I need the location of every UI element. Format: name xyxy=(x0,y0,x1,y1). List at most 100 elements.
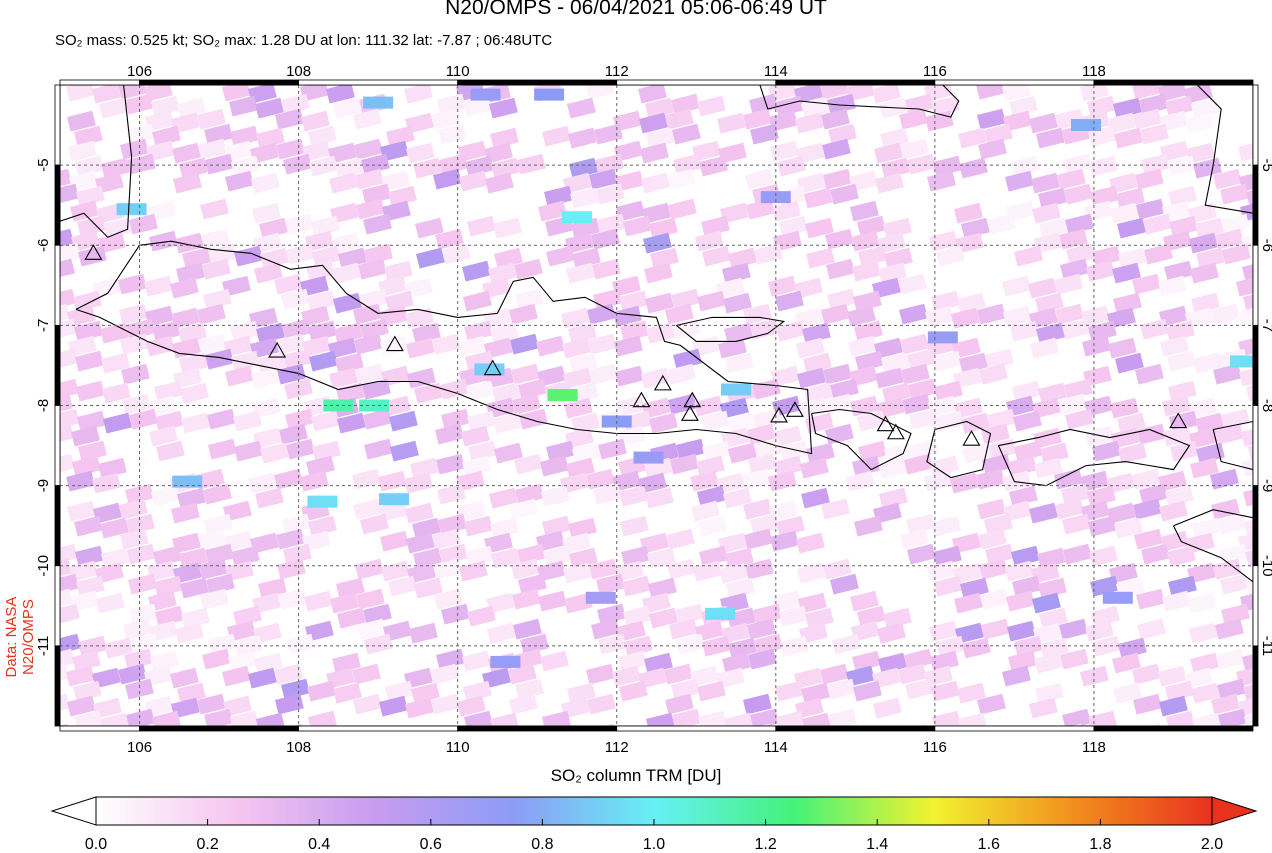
so2-pixel xyxy=(871,667,901,689)
colorbar-tick-label: 0.0 xyxy=(85,836,107,853)
so2-pixel xyxy=(909,408,938,430)
so2-pixel xyxy=(1215,648,1245,670)
so2-pixel xyxy=(71,425,100,447)
so2-pixel xyxy=(1135,168,1164,190)
so2-pixel xyxy=(561,697,590,719)
so2-pixel xyxy=(1133,528,1163,550)
so2-pixel xyxy=(305,230,334,252)
so2-pixel xyxy=(849,365,878,387)
so2-pixel xyxy=(93,502,122,524)
so2-pixel xyxy=(619,290,648,312)
so2-pixel xyxy=(282,513,311,535)
so2-pixel xyxy=(899,108,928,130)
so2-pixel xyxy=(60,423,74,445)
so2-pixel xyxy=(770,140,799,162)
so2-pixel xyxy=(545,440,575,462)
so2-pixel xyxy=(774,290,804,312)
so2-pixel xyxy=(234,440,263,462)
so2-pixel xyxy=(611,470,641,492)
so2-pixel xyxy=(205,153,234,175)
so2-pixel xyxy=(1055,303,1084,325)
so2-pixel xyxy=(1060,258,1089,280)
so2-pixel xyxy=(670,453,699,475)
so2-pixel xyxy=(564,397,593,419)
so2-pixel xyxy=(1012,380,1041,402)
so2-pixel xyxy=(614,335,643,357)
so2-pixel xyxy=(800,457,829,479)
colorbar-over-arrow xyxy=(1211,796,1258,826)
so2-pixel xyxy=(456,500,486,522)
so2-pixel xyxy=(197,108,226,130)
so2-highlight-pixel xyxy=(585,591,616,604)
so2-pixel xyxy=(720,202,749,224)
so2-pixel xyxy=(1031,172,1060,194)
so2-pixel xyxy=(456,695,486,717)
so2-pixel xyxy=(592,258,621,280)
so2-pixel xyxy=(935,245,965,267)
so2-pixel xyxy=(1267,428,1272,449)
so2-pixel xyxy=(744,168,774,190)
so2-pixel xyxy=(641,367,670,389)
so2-pixel xyxy=(619,680,648,702)
so2-pixel xyxy=(180,382,209,404)
volcano-marker xyxy=(653,374,672,391)
so2-pixel xyxy=(1221,603,1250,625)
colorbar-tick-label: 0.6 xyxy=(420,836,442,853)
so2-pixel xyxy=(752,378,781,400)
so2-pixel xyxy=(767,85,797,102)
so2-pixel xyxy=(77,440,107,462)
so2-pixel xyxy=(1039,217,1068,239)
so2-pixel xyxy=(67,305,96,327)
so2-pixel xyxy=(950,472,979,494)
so2-pixel xyxy=(1222,243,1251,265)
so2-pixel xyxy=(1211,693,1240,715)
so2-pixel xyxy=(458,140,487,162)
bali-coastline xyxy=(811,408,912,471)
so2-pixel xyxy=(716,277,745,299)
so2-pixel xyxy=(247,472,277,494)
so2-pixel xyxy=(1263,113,1272,134)
so2-highlight-pixel xyxy=(705,607,736,620)
so2-pixel xyxy=(1089,155,1118,177)
so2-pixel xyxy=(102,382,131,404)
so2-pixel xyxy=(1003,305,1032,327)
so2-pixel xyxy=(1132,273,1161,295)
so2-pixel xyxy=(1211,498,1240,520)
so2-pixel xyxy=(827,93,856,115)
x-tick-label-bottom: 106 xyxy=(127,739,152,756)
so2-pixel xyxy=(278,588,307,610)
so2-pixel xyxy=(208,633,237,655)
so2-pixel xyxy=(1244,710,1253,726)
y-tick-label-right: -10 xyxy=(1259,555,1272,577)
so2-pixel xyxy=(824,393,853,415)
so2-pixel xyxy=(612,110,642,132)
so2-pixel xyxy=(637,85,667,104)
so2-pixel xyxy=(623,605,652,627)
y-tick-label-right: -11 xyxy=(1259,636,1272,657)
so2-pixel xyxy=(329,172,358,194)
so2-pixel xyxy=(802,352,832,374)
so2-pixel xyxy=(795,697,824,719)
so2-pixel xyxy=(830,378,859,400)
so2-pixel xyxy=(542,710,571,726)
so2-pixel xyxy=(1140,543,1170,565)
so2-pixel xyxy=(901,363,930,385)
so2-pixel xyxy=(754,243,783,265)
y-tick-label-right: -9 xyxy=(1259,479,1272,492)
so2-pixel xyxy=(405,502,434,524)
so2-pixel xyxy=(614,140,643,162)
so2-pixel xyxy=(413,547,442,569)
so2-pixel xyxy=(907,153,936,175)
so2-pixel xyxy=(207,243,237,265)
so2-pixel xyxy=(232,410,262,432)
so2-pixel xyxy=(123,618,152,640)
so2-pixel xyxy=(513,453,543,475)
so2-pixel xyxy=(874,337,903,359)
so2-pixel xyxy=(567,322,597,344)
so2-pixel xyxy=(223,695,252,717)
so2-pixel xyxy=(899,138,929,160)
so2-pixel xyxy=(953,592,983,614)
so2-pixel xyxy=(649,607,678,629)
so2-pixel xyxy=(149,620,178,642)
frame-bar-lat xyxy=(1252,324,1259,406)
